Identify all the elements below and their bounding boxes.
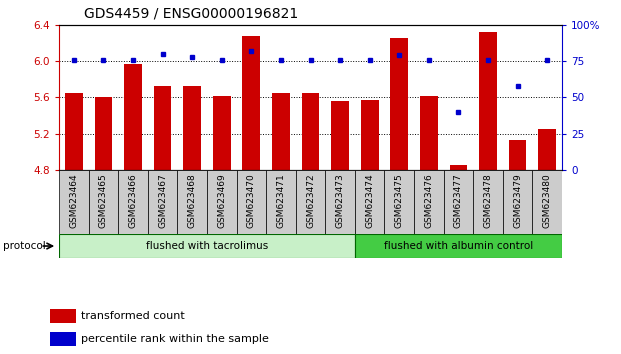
Bar — [361, 100, 379, 170]
Bar — [503, 170, 532, 234]
Bar — [50, 332, 76, 346]
Bar — [153, 86, 171, 170]
Bar — [89, 170, 118, 234]
Text: GSM623467: GSM623467 — [158, 173, 167, 228]
Bar — [443, 170, 473, 234]
Bar — [532, 170, 562, 234]
Bar — [473, 170, 503, 234]
Text: GSM623479: GSM623479 — [513, 173, 522, 228]
Text: GSM623480: GSM623480 — [543, 173, 551, 228]
Bar — [414, 170, 443, 234]
Bar — [420, 96, 438, 170]
Bar — [296, 170, 325, 234]
Bar — [302, 93, 319, 170]
Bar — [50, 309, 76, 323]
Text: protocol: protocol — [3, 241, 46, 251]
Text: flushed with tacrolimus: flushed with tacrolimus — [146, 241, 268, 251]
Text: GSM623468: GSM623468 — [188, 173, 197, 228]
Bar — [355, 170, 384, 234]
Bar — [207, 170, 237, 234]
Text: GSM623477: GSM623477 — [454, 173, 463, 228]
Text: transformed count: transformed count — [81, 312, 185, 321]
Text: GSM623478: GSM623478 — [484, 173, 492, 228]
Text: GDS4459 / ENSG00000196821: GDS4459 / ENSG00000196821 — [84, 7, 299, 21]
Bar — [266, 170, 296, 234]
Bar — [237, 170, 266, 234]
Bar — [391, 38, 408, 170]
Bar — [65, 93, 83, 170]
Text: GSM623470: GSM623470 — [247, 173, 256, 228]
Bar — [94, 97, 112, 170]
Text: GSM623474: GSM623474 — [365, 173, 374, 228]
Bar — [59, 170, 89, 234]
Bar — [178, 170, 207, 234]
Bar — [148, 170, 178, 234]
Text: percentile rank within the sample: percentile rank within the sample — [81, 335, 270, 344]
Bar — [331, 101, 349, 170]
Bar — [213, 96, 230, 170]
Bar — [509, 140, 527, 170]
Text: GSM623473: GSM623473 — [335, 173, 345, 228]
Text: GSM623476: GSM623476 — [424, 173, 433, 228]
Bar — [538, 129, 556, 170]
Bar — [124, 64, 142, 170]
Text: flushed with albumin control: flushed with albumin control — [384, 241, 533, 251]
Bar — [325, 170, 355, 234]
Text: GSM623466: GSM623466 — [129, 173, 137, 228]
Text: GSM623465: GSM623465 — [99, 173, 108, 228]
Bar — [384, 170, 414, 234]
Bar — [242, 36, 260, 170]
Bar — [118, 170, 148, 234]
Text: GSM623469: GSM623469 — [217, 173, 226, 228]
Text: GSM623471: GSM623471 — [276, 173, 286, 228]
Text: GSM623472: GSM623472 — [306, 173, 315, 228]
Bar — [272, 93, 290, 170]
Text: GSM623475: GSM623475 — [395, 173, 404, 228]
Bar — [479, 32, 497, 170]
Bar — [183, 86, 201, 170]
Text: GSM623464: GSM623464 — [70, 173, 78, 228]
Bar — [450, 165, 468, 170]
Bar — [59, 234, 355, 258]
Bar — [355, 234, 562, 258]
